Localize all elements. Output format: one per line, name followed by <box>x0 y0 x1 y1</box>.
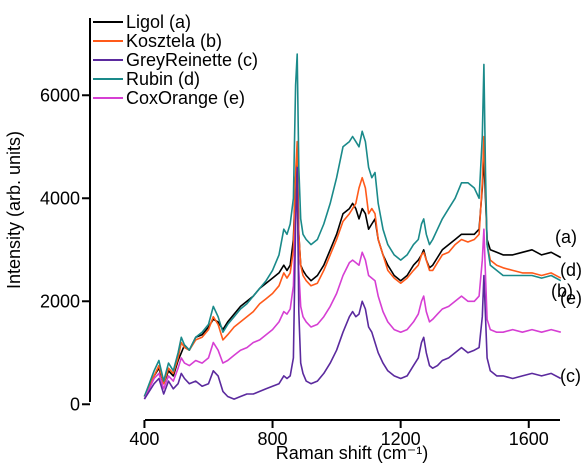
series-end-label: (e) <box>560 288 582 308</box>
y-tick-label: 2000 <box>40 291 80 311</box>
y-tick-label: 6000 <box>40 85 80 105</box>
y-ticks: 0 2000 4000 6000 <box>40 85 90 414</box>
legend-label: Ligol (a) <box>126 12 191 32</box>
axes <box>89 18 560 421</box>
legend-label: GreyReinette (c) <box>126 50 258 70</box>
series-line-1 <box>143 156 562 397</box>
legend-label: Rubin (d) <box>126 69 200 89</box>
series-end-label: (d) <box>560 260 582 280</box>
x-tick-label: 1200 <box>381 429 421 449</box>
x-tick-label: 400 <box>129 429 159 449</box>
series-line-2 <box>143 135 562 397</box>
series-end-label: (a) <box>555 227 577 247</box>
y-axis-label: Intensity (arb. units) <box>4 131 24 289</box>
legend-label: CoxOrange (e) <box>126 88 245 108</box>
x-tick-label: 800 <box>258 429 288 449</box>
x-tick-label: 1600 <box>509 429 549 449</box>
series-line-3 <box>143 166 562 400</box>
x-axis-label: Raman shift (cm⁻¹) <box>276 443 429 463</box>
legend: Ligol (a)Kosztela (b)GreyReinette (c)Rub… <box>93 12 258 108</box>
series-line-4 <box>143 53 562 397</box>
series-line-5 <box>143 197 562 400</box>
x-ticks: 400 800 1200 1600 <box>129 420 549 449</box>
y-tick-label: 0 <box>70 394 80 414</box>
series-end-label: (c) <box>560 366 581 386</box>
series-end-label: (b) <box>551 281 573 301</box>
series-lines <box>143 53 562 400</box>
y-tick-label: 4000 <box>40 188 80 208</box>
end-labels: (a) (b) (c) (d) (e) <box>551 227 582 386</box>
legend-label: Kosztela (b) <box>126 31 222 51</box>
